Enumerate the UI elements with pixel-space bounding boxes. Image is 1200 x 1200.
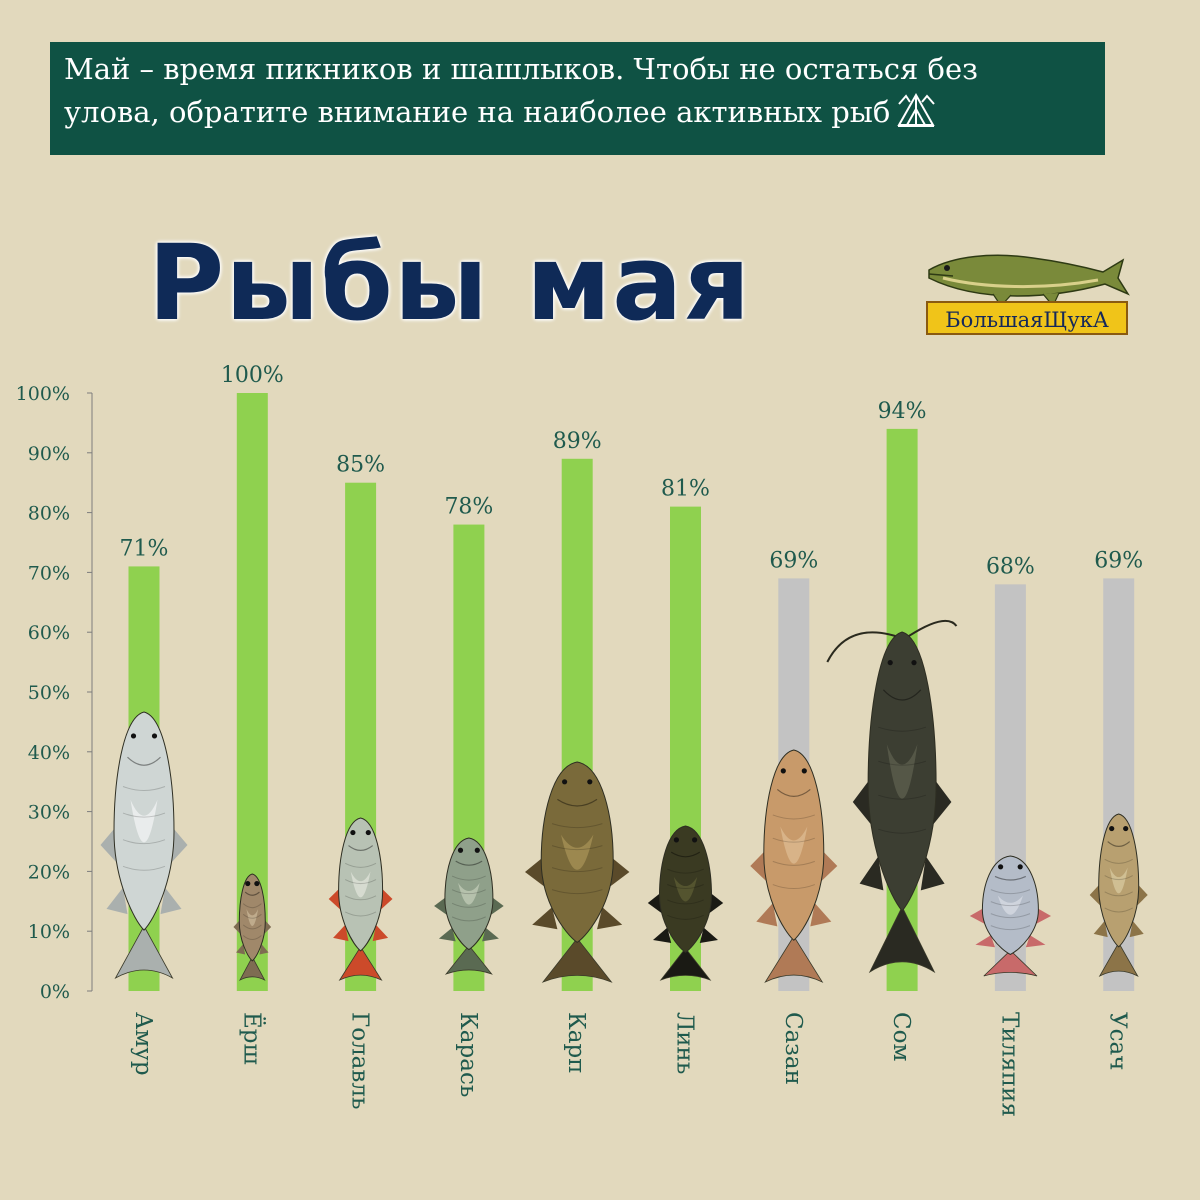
y-tick-label: 20% (28, 861, 70, 883)
category-labels: Амур Ёрш Голавль Карась Карп Линь Сазан Сом Тиля… (130, 1012, 1131, 1117)
category-label: Голавль (347, 1012, 373, 1109)
value-label: 69% (1094, 548, 1143, 573)
value-label: 89% (553, 429, 602, 454)
fish-icon (750, 749, 838, 983)
value-label: 81% (661, 477, 710, 502)
y-tick-label: 80% (28, 503, 70, 525)
fish-icon (969, 855, 1051, 977)
category-label: Карась (455, 1012, 481, 1097)
pike-icon (928, 254, 1130, 308)
category-label: Сом (888, 1012, 914, 1061)
value-label: 94% (878, 399, 927, 424)
y-axis: 0% 10% 20% 30% 40% 50% 60% 70% 80% 90% 100% (16, 383, 93, 1003)
intro-banner: Май – время пикников и шашлыков. Чтобы н… (50, 42, 1105, 155)
value-labels: 71% 100% 85% 78% 89% 81% 69% 94% 68% 69% (120, 363, 1144, 579)
value-label: 100% (221, 363, 284, 388)
banner-line-1: Май – время пикников и шашлыков. Чтобы н… (64, 52, 978, 86)
category-label: Карп (563, 1012, 589, 1074)
page-title: Рыбы мая (148, 222, 752, 344)
category-label: Ёрш (238, 1012, 265, 1065)
category-label: Амур (130, 1012, 156, 1076)
y-tick-label: 70% (28, 562, 70, 584)
value-label: 69% (769, 548, 818, 573)
fish-icon (328, 817, 393, 981)
y-tick-label: 40% (28, 742, 70, 764)
bolshaya-shchuka-logo: БольшаяЩукА (926, 254, 1130, 335)
y-tick-label: 60% (28, 622, 70, 644)
logo-text: БольшаяЩукА (945, 308, 1109, 332)
category-label: Линь (672, 1012, 698, 1074)
y-tick-label: 10% (28, 921, 70, 943)
y-tick-label: 90% (28, 443, 70, 465)
fish-icon (647, 825, 724, 981)
fish-icon (525, 761, 630, 983)
category-label: Усач (1105, 1012, 1131, 1070)
fish-illustrations (100, 619, 1148, 983)
fish-icon (826, 619, 958, 974)
fish-icon (100, 711, 188, 980)
category-label: Сазан (780, 1012, 806, 1085)
y-tick-label: 30% (28, 802, 70, 824)
value-label: 78% (444, 495, 493, 520)
value-label: 85% (336, 453, 385, 478)
y-tick-label: 0% (40, 981, 70, 1003)
fish-icon (434, 837, 504, 975)
fish-icon (233, 873, 272, 981)
fish-icon (1089, 813, 1148, 977)
category-label: Тиляпия (996, 1012, 1022, 1117)
y-tick-label: 50% (28, 682, 70, 704)
tent-icon (897, 92, 936, 127)
banner-line-2: улова, обратите внимание на наиболее акт… (64, 95, 891, 129)
value-label: 71% (120, 536, 169, 561)
value-label: 68% (986, 554, 1035, 579)
y-tick-label: 100% (16, 383, 70, 405)
